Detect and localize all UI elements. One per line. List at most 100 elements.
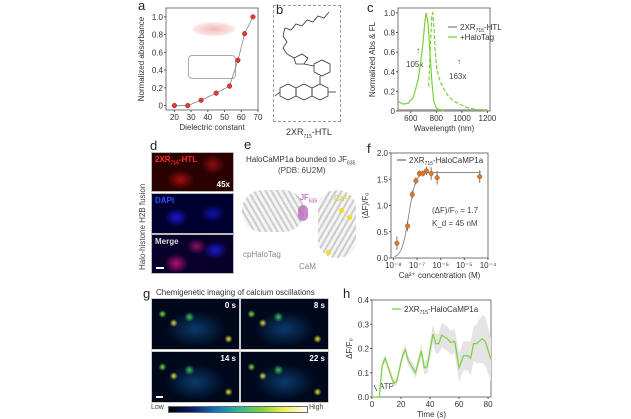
panel-label-d: d bbox=[150, 138, 158, 153]
data-point bbox=[185, 103, 191, 109]
data-point bbox=[171, 103, 177, 109]
legend-label: 2XR715-HTL bbox=[460, 23, 502, 34]
compound-name-part: -HTL bbox=[311, 127, 332, 137]
panel-label-c: c bbox=[367, 0, 374, 15]
data-point bbox=[227, 83, 233, 89]
chart-f: 10⁻⁸ 10⁻⁷ 10⁻⁶ 10⁻⁵ 10⁻⁴ 0.0 0.5 1.0 1.5 2.0 Ca²⁺ … bbox=[361, 149, 497, 280]
zoom-factor: 45x bbox=[216, 180, 230, 189]
protein-title-sub: 635 bbox=[346, 160, 356, 167]
chart-a: 20 30 40 50 60 70 0 0.2 0.4 0.6 0.8 1.0 Dielectric c… bbox=[137, 7, 263, 132]
data-point bbox=[409, 191, 415, 197]
panel-label-g: g bbox=[143, 286, 151, 301]
x-tick-label: 10⁻⁴ bbox=[480, 261, 497, 270]
jf635-dye bbox=[298, 205, 308, 221]
data-point bbox=[434, 175, 440, 181]
cam-structure bbox=[318, 190, 356, 258]
jf-label-sub: 635 bbox=[308, 198, 318, 205]
structure-box bbox=[273, 5, 341, 122]
dynamic-range-annotation: (ΔF)/F₀ = 1.7 bbox=[432, 206, 479, 215]
compound-name-part: 715 bbox=[303, 133, 312, 140]
data-point bbox=[235, 57, 241, 63]
fold-change-fl: 163x bbox=[449, 72, 467, 81]
data-point bbox=[394, 240, 400, 246]
x-tick-label: 60 bbox=[455, 400, 464, 409]
x-tick-label: 50 bbox=[220, 113, 229, 122]
y-tick-label: 0.1 bbox=[358, 369, 370, 378]
data-point bbox=[428, 170, 434, 176]
chemical-structure bbox=[274, 11, 336, 101]
panel-label-f: f bbox=[367, 141, 371, 156]
frame-time: 22 s bbox=[309, 354, 325, 363]
protein-title-main: HaloCaMP1a bounded to JF bbox=[246, 155, 347, 164]
colorbar-low: Low bbox=[151, 404, 164, 411]
y-tick-label: 1.0 bbox=[384, 9, 396, 18]
frame-time: 8 s bbox=[313, 301, 325, 310]
y-tick-label: 0 bbox=[391, 107, 396, 116]
cam-label: CaM bbox=[299, 262, 316, 271]
y-axis-label: Normalized absorbance bbox=[137, 16, 146, 101]
channel-label-tail: -HTL bbox=[178, 155, 198, 164]
open-form-molecule bbox=[192, 22, 236, 36]
panel-label-a: a bbox=[138, 0, 146, 13]
x-tick-label: 20 bbox=[170, 113, 179, 122]
y-tick-label: 0.8 bbox=[384, 29, 396, 38]
panel-label-e: e bbox=[244, 137, 252, 152]
x-axis-label: Time (s) bbox=[417, 410, 446, 419]
y-tick-label: 0.0 bbox=[358, 393, 370, 402]
x-axis-label: Ca²⁺ concentration (M) bbox=[399, 271, 481, 280]
calcium-frame: 8 s bbox=[240, 298, 329, 350]
x-tick-label: 60 bbox=[237, 113, 246, 122]
x-tick-label: 20 bbox=[397, 400, 406, 409]
x-tick-label: 80 bbox=[484, 400, 493, 409]
data-point bbox=[213, 90, 219, 96]
colorbar bbox=[168, 406, 308, 413]
chart-c: 600 800 1000 1200 0 0.2 0.4 0.6 0.8 1.0 Wavelength… bbox=[368, 7, 502, 133]
panel-label-h: h bbox=[343, 286, 351, 301]
y-tick-label: 1.5 bbox=[377, 175, 389, 184]
x-tick-label: 10⁻⁸ bbox=[385, 261, 402, 270]
scale-bar bbox=[156, 396, 163, 398]
arrow-up-icon: ↑ bbox=[457, 57, 461, 66]
data-point bbox=[477, 174, 483, 180]
calcium-ion bbox=[347, 215, 352, 220]
x-tick-label: 1000 bbox=[453, 114, 471, 123]
calcium-label: Ca²⁺ bbox=[334, 194, 352, 203]
series-line bbox=[428, 10, 488, 112]
fit-curve bbox=[394, 172, 481, 258]
chart-h: 0 20 40 60 80 0.0 0.1 0.2 0.3 0.4 Time (s) ΔF/F₀ 2XR… bbox=[345, 296, 493, 419]
scale-bar bbox=[156, 267, 164, 269]
image-merge: Merge bbox=[151, 234, 234, 274]
y-tick-label: 0.2 bbox=[384, 87, 396, 96]
y-tick-label: 0.6 bbox=[152, 48, 164, 57]
data-point bbox=[198, 97, 204, 103]
sd-band bbox=[372, 314, 491, 397]
compound-name-part: 2XR bbox=[286, 127, 304, 137]
calcium-frame: 0 s bbox=[151, 298, 240, 350]
channel-label-main: 2XR bbox=[155, 155, 171, 164]
x-tick-label: 600 bbox=[404, 114, 418, 123]
data-point bbox=[405, 223, 411, 229]
arrow-up-icon: ↑ bbox=[416, 46, 420, 55]
cphalotag-label: cpHaloTag bbox=[243, 250, 281, 259]
fold-change-abs: 105x bbox=[406, 60, 424, 69]
pdb-id: (PDB: 6U2M) bbox=[278, 166, 326, 175]
y-tick-label: 0.2 bbox=[152, 84, 164, 93]
data-point bbox=[423, 168, 429, 174]
atp-label: ATP bbox=[379, 382, 394, 391]
panel-label-b: b bbox=[276, 2, 284, 17]
y-tick-label: 0.2 bbox=[358, 345, 370, 354]
y-tick-label: 0.4 bbox=[358, 296, 370, 305]
plot-frame bbox=[165, 7, 259, 111]
y-tick-label: 0.4 bbox=[152, 66, 164, 75]
data-point bbox=[250, 14, 256, 20]
plot-frame bbox=[397, 7, 491, 112]
image-2xr-channel: 2XR715-HTL 45x bbox=[151, 152, 234, 192]
x-tick-label: 40 bbox=[426, 400, 435, 409]
atp-arrow bbox=[373, 384, 378, 392]
jf-label: JF635 bbox=[300, 193, 317, 205]
frame-time: 0 s bbox=[224, 301, 236, 310]
y-tick-label: 1.0 bbox=[152, 13, 164, 22]
cphalotag-structure bbox=[242, 190, 304, 232]
y-axis-label: (ΔF)/F₀ bbox=[361, 193, 370, 219]
